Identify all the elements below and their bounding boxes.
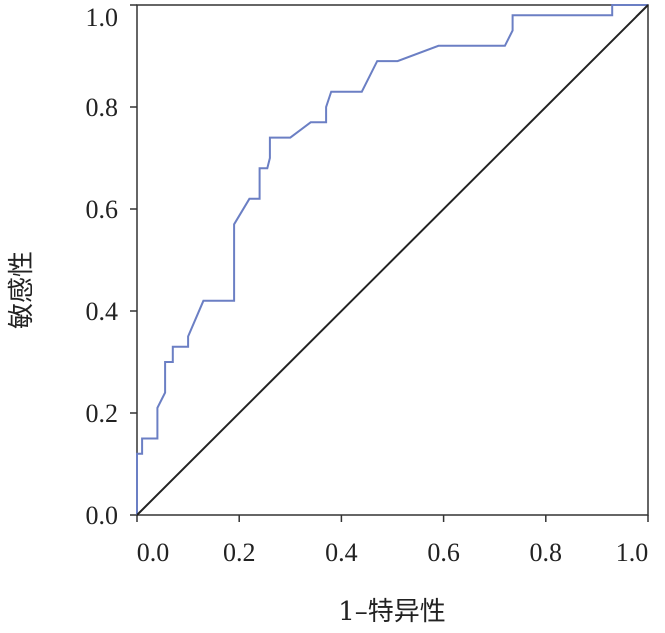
- x-axis-label: 1–特异性: [338, 597, 446, 627]
- x-tick-label: 0.8: [530, 538, 563, 567]
- y-axis-ticks: 0.0 0.2 0.4 0.6 0.8 1.0: [86, 3, 137, 530]
- x-axis-ticks: 0.0 0.2 0.4 0.6 0.8 1.0: [136, 515, 649, 567]
- y-tick-label: 0.4: [86, 297, 119, 326]
- y-axis-label: 敏感性: [7, 251, 37, 329]
- y-tick-label: 0.8: [86, 93, 119, 122]
- roc-curve-line: [136, 4, 648, 515]
- x-tick-label: 0.2: [223, 538, 256, 567]
- y-tick-label: 1.0: [86, 3, 119, 32]
- reference-diagonal-line: [136, 4, 649, 516]
- y-tick-label: 0.0: [86, 501, 119, 530]
- x-tick-label: 0.6: [427, 538, 460, 567]
- plot-area-frame: [136, 4, 649, 516]
- series-layer: [136, 4, 649, 516]
- x-tick-label: 0.0: [137, 538, 170, 567]
- y-tick-label: 0.2: [86, 399, 119, 428]
- y-tick-label: 0.6: [86, 195, 119, 224]
- x-tick-label: 0.4: [325, 538, 358, 567]
- x-tick-label: 1.0: [616, 538, 649, 567]
